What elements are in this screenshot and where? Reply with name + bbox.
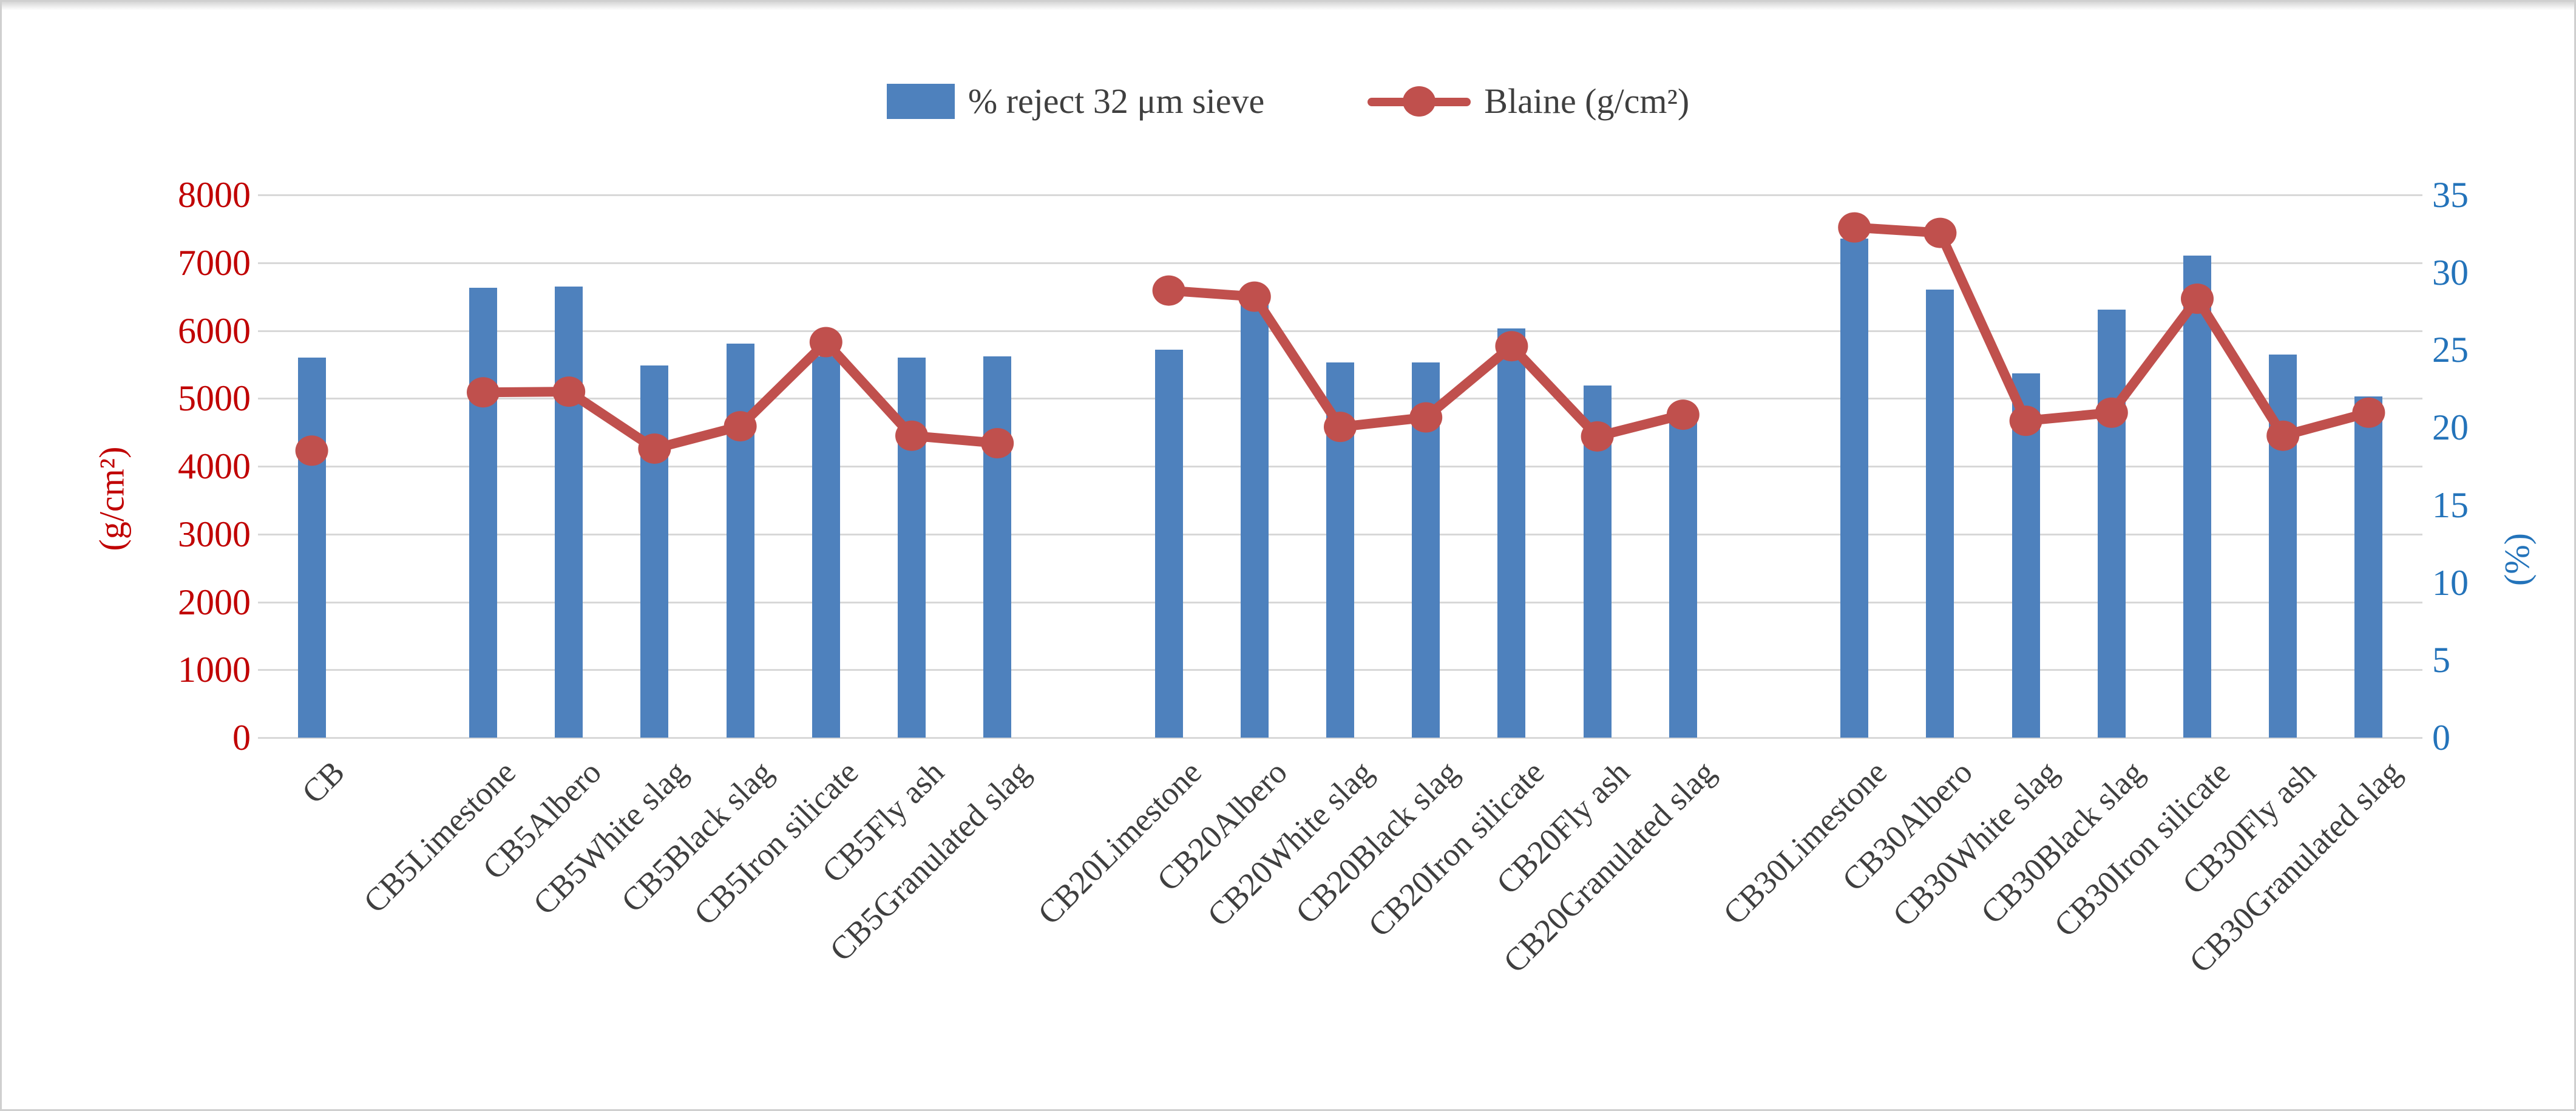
bar-CB5Albero xyxy=(555,286,583,738)
gridline xyxy=(258,330,2422,332)
blaine-marker-CB20Limestone xyxy=(1152,275,1185,306)
gridline xyxy=(258,262,2422,264)
right-axis-tick-30: 30 xyxy=(2432,252,2469,293)
right-axis-tick-10: 10 xyxy=(2432,562,2469,603)
bar-CB30Iron silicate xyxy=(2183,255,2211,738)
bar-CB30Granulated slag xyxy=(2354,396,2383,738)
bar-CB20Limestone xyxy=(1154,350,1183,738)
legend-item-line: Blaine (g/cm²) xyxy=(1368,81,1689,121)
line-series-swatch xyxy=(1368,84,1471,119)
blaine-marker-CB5White slag xyxy=(638,433,671,464)
x-label-CB5White slag: CB5White slag xyxy=(526,753,694,922)
bar-series-swatch xyxy=(886,83,955,119)
blaine-marker-CB20Iron silicate xyxy=(1495,331,1528,362)
line-swatch-marker-icon xyxy=(1403,86,1436,117)
x-label-CB5Limestone: CB5Limestone xyxy=(356,753,523,920)
right-axis-title: (%) xyxy=(2496,533,2537,586)
legend-item-bars: % reject 32 μm sieve xyxy=(886,81,1265,121)
right-axis-tick-15: 15 xyxy=(2432,484,2469,525)
bar-CB20Granulated slag xyxy=(1669,407,1697,738)
plot-area xyxy=(258,194,2422,739)
bar-CB20Albero xyxy=(1240,303,1269,738)
legend: % reject 32 μm sieve Blaine (g/cm²) xyxy=(2,81,2574,121)
left-axis-tick-7000: 7000 xyxy=(178,242,251,283)
blaine-marker-CB20Fly ash xyxy=(1581,421,1614,452)
blaine-marker-CB20Granulated slag xyxy=(1666,399,1700,430)
blaine-marker-CB30White slag xyxy=(2009,406,2042,437)
blaine-marker-CB30Iron silicate xyxy=(2181,283,2214,314)
left-axis-tick-5000: 5000 xyxy=(178,378,251,419)
left-axis-tick-2000: 2000 xyxy=(178,582,251,622)
left-axis-tick-1000: 1000 xyxy=(178,650,251,690)
gridline xyxy=(258,194,2422,196)
right-axis-tick-0: 0 xyxy=(2432,718,2450,758)
blaine-marker-CB5Black slag xyxy=(724,411,757,442)
line-series-label: Blaine (g/cm²) xyxy=(1484,81,1690,121)
blaine-marker-CB5Albero xyxy=(552,376,586,407)
figure-top-shadow xyxy=(2,2,2574,10)
bar-CB20Iron silicate xyxy=(1497,328,1526,738)
blaine-marker-CB30Black slag xyxy=(2095,397,2128,428)
bar-CB30Albero xyxy=(1926,289,1954,738)
bar-CB30Black slag xyxy=(2097,310,2126,738)
bar-CB5Granulated slag xyxy=(983,356,1012,738)
bar-CB5White slag xyxy=(640,365,669,738)
left-axis-tick-6000: 6000 xyxy=(178,310,251,351)
blaine-marker-CB xyxy=(295,435,328,466)
left-axis-tick-3000: 3000 xyxy=(178,514,251,554)
left-axis-tick-0: 0 xyxy=(232,718,251,758)
blaine-marker-CB30Granulated slag xyxy=(2352,397,2385,428)
bar-CB xyxy=(297,358,326,738)
blaine-marker-CB20Albero xyxy=(1238,281,1271,312)
blaine-marker-CB5Limestone xyxy=(467,377,500,408)
blaine-marker-CB30Fly ash xyxy=(2266,420,2300,451)
bar-CB30Limestone xyxy=(1840,238,1869,738)
bar-series-label: % reject 32 μm sieve xyxy=(968,81,1265,121)
right-axis-tick-35: 35 xyxy=(2432,175,2469,215)
bar-CB5Iron silicate xyxy=(812,356,840,738)
right-axis-tick-20: 20 xyxy=(2432,407,2469,448)
blaine-marker-CB20White slag xyxy=(1324,412,1357,443)
x-label-CB: CB xyxy=(294,753,351,810)
blaine-marker-CB30Albero xyxy=(1924,217,1957,248)
right-axis-tick-5: 5 xyxy=(2432,640,2450,681)
blaine-line-layer xyxy=(295,212,2385,466)
bar-CB5Limestone xyxy=(469,288,497,738)
blaine-marker-CB5Iron silicate xyxy=(809,327,842,358)
gridline xyxy=(258,737,2422,739)
blaine-marker-CB5Fly ash xyxy=(895,420,928,451)
bar-CB5Black slag xyxy=(726,344,754,738)
blaine-marker-CB30Limestone xyxy=(1838,212,1871,243)
blaine-marker-CB5Granulated slag xyxy=(981,428,1014,459)
left-axis-tick-8000: 8000 xyxy=(178,175,251,215)
x-label-CB5Black slag: CB5Black slag xyxy=(614,753,780,920)
left-axis-tick-4000: 4000 xyxy=(178,446,251,486)
right-axis-tick-25: 25 xyxy=(2432,330,2469,370)
blaine-marker-CB20Black slag xyxy=(1409,402,1443,433)
